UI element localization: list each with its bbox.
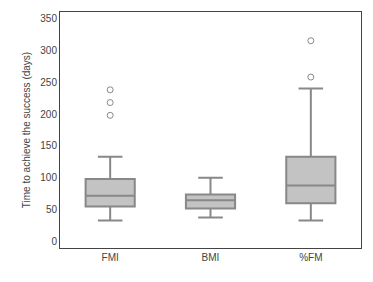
svg-text:0: 0	[51, 236, 57, 247]
svg-text:Time to achieve the success (d: Time to achieve the success (days)	[21, 52, 32, 208]
svg-text:150: 150	[40, 140, 57, 151]
svg-text:BMI: BMI	[202, 252, 220, 263]
svg-text:350: 350	[40, 13, 57, 24]
svg-text:300: 300	[40, 45, 57, 56]
svg-text:FMI: FMI	[102, 252, 119, 263]
svg-text:250: 250	[40, 77, 57, 88]
svg-text:200: 200	[40, 109, 57, 120]
svg-text:50: 50	[46, 204, 58, 215]
svg-text:100: 100	[40, 172, 57, 183]
svg-text:%FM: %FM	[299, 252, 322, 263]
